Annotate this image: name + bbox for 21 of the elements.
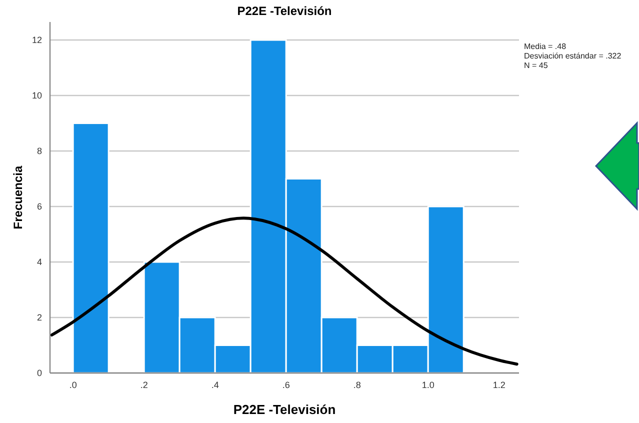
y-tick-label: 8: [36, 146, 42, 156]
text: Desviación estándar = .322: [524, 52, 622, 60]
x-tick-label: .8: [353, 380, 361, 390]
text: Media = .48: [524, 42, 567, 51]
x-tick-label: 1.0: [422, 380, 434, 390]
x-tick-label: .6: [282, 380, 290, 390]
y-tick-label: 10: [32, 90, 42, 101]
x-tick-label: .4: [211, 380, 219, 390]
x-tick-label: 1.2: [492, 380, 506, 390]
text: N = 45: [524, 61, 548, 70]
x-tick-label: .0: [69, 380, 77, 390]
x-tick-label: .2: [140, 380, 148, 390]
chart-title: P22E -Televisión: [237, 4, 332, 18]
line-series: [50, 216, 518, 366]
y-axis-title: Frecuencia: [11, 166, 25, 230]
y-tick-label: 0: [36, 368, 42, 378]
y-tick-label: 6: [36, 202, 42, 212]
y-tick-label: 12: [32, 35, 42, 46]
y-tick-label: 2: [36, 312, 42, 323]
x-axis-title: P22E -Televisión: [233, 402, 336, 417]
y-tick-label: 4: [36, 257, 42, 268]
